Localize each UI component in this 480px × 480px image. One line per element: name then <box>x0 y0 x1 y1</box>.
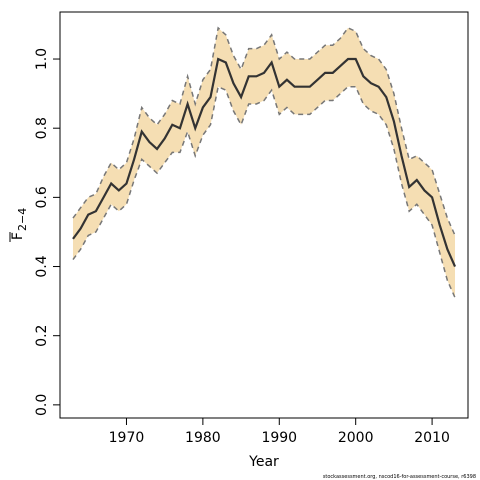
x-axis-label: Year <box>248 454 279 470</box>
y-tick-label: 0.0 <box>34 394 50 416</box>
upper-bound <box>72 26 456 236</box>
y-tick-label: 0.2 <box>34 325 50 347</box>
x-tick-label: 2010 <box>414 430 450 446</box>
x-tick-label: 1990 <box>261 430 297 446</box>
estimate-line <box>72 57 457 267</box>
y-axis-label: F <box>10 232 26 240</box>
footnote: stockassessment.org, nscod16-for-assessm… <box>323 474 476 480</box>
confidence-band <box>72 27 456 298</box>
y-tick-label: 0.4 <box>34 255 50 277</box>
y-tick-label: 0.8 <box>34 117 50 139</box>
lower-bound <box>72 85 456 298</box>
y-axis-label-group: F 2−4 <box>9 208 29 242</box>
y-axis-label-subscript: 2−4 <box>16 208 29 231</box>
x-tick-label: 1970 <box>109 430 145 446</box>
x-tick-label: 2000 <box>338 430 374 446</box>
x-tick-label: 1980 <box>185 430 221 446</box>
plot-frame <box>59 11 469 419</box>
y-tick-label: 0.6 <box>34 186 50 208</box>
y-tick-label: 1.0 <box>34 48 50 70</box>
